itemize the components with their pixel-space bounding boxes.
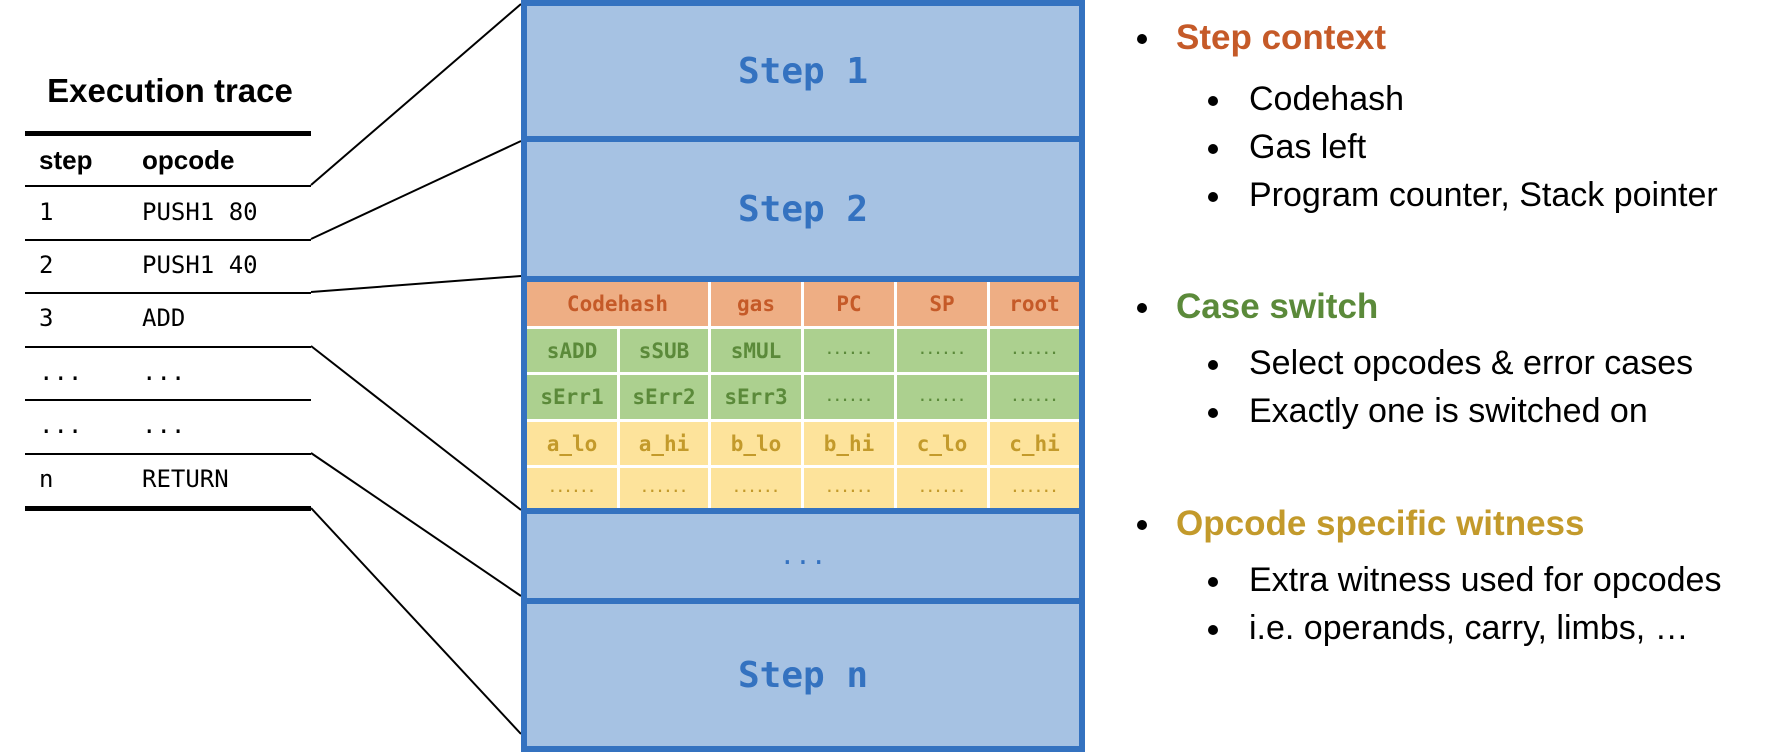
- step-1-box: Step 1: [521, 0, 1085, 142]
- witness-ellipsis: ......: [620, 468, 708, 508]
- switch-row-1: sADD sSUB sMUL ...... ...... ......: [527, 329, 1079, 373]
- table-row-rule: [25, 453, 311, 455]
- witness-a-lo: a_lo: [527, 422, 617, 465]
- switch-serr2: sErr2: [620, 375, 708, 419]
- row-3-step: 3: [39, 304, 54, 332]
- witness-row-2: ...... ...... ...... ...... ...... .....…: [527, 468, 1079, 508]
- connector-step1-top: [310, 3, 522, 186]
- switch-serr3: sErr3: [711, 375, 801, 419]
- witness-ellipsis: ......: [527, 468, 617, 508]
- bullet-dot: [1208, 408, 1218, 418]
- row-1-opcode: PUSH1 80: [142, 198, 258, 226]
- connector-step1-bottom: [310, 140, 522, 240]
- step-2-box: Step 2: [521, 136, 1085, 282]
- switch-row-2: sErr1 sErr2 sErr3 ...... ...... ......: [527, 375, 1079, 419]
- bullet-dot: [1137, 34, 1147, 44]
- connector-step3-top: [310, 275, 522, 293]
- context-row: Codehash gas PC SP root: [527, 282, 1079, 326]
- table-bottom-rule: [25, 506, 311, 511]
- row-2-step: 2: [39, 251, 54, 279]
- bullet-dot: [1208, 625, 1218, 635]
- witness-row-1: a_lo a_hi b_lo b_hi c_lo c_hi: [527, 422, 1079, 466]
- header-step: step: [39, 145, 93, 175]
- row-3-opcode: ADD: [142, 304, 186, 332]
- row-4-opcode: ...: [142, 358, 186, 386]
- bullet-dot: [1137, 303, 1147, 313]
- bullet-dot: [1208, 192, 1218, 202]
- witness-ellipsis: ......: [990, 468, 1079, 508]
- switch-ellipsis: ......: [990, 375, 1079, 419]
- context-root: root: [990, 282, 1079, 326]
- row-1-step: 1: [39, 198, 54, 226]
- witness-ellipsis: ......: [897, 468, 987, 508]
- context-gas: gas: [711, 282, 801, 326]
- context-pc: PC: [804, 282, 894, 326]
- witness-item: i.e. operands, carry, limbs, …: [1249, 609, 1689, 647]
- table-header-rule: [25, 185, 311, 187]
- case-switch-item: Exactly one is switched on: [1249, 392, 1648, 430]
- row-n-opcode: RETURN: [142, 465, 229, 493]
- connector-stepn-bottom: [310, 507, 522, 735]
- case-switch-item: Select opcodes & error cases: [1249, 344, 1694, 382]
- witness-a-hi: a_hi: [620, 422, 708, 465]
- context-sp: SP: [897, 282, 987, 326]
- switch-ellipsis: ......: [804, 375, 894, 419]
- witness-ellipsis: ......: [804, 468, 894, 508]
- witness-b-hi: b_hi: [804, 422, 894, 465]
- witness-ellipsis: ......: [711, 468, 801, 508]
- switch-ellipsis: ......: [804, 329, 894, 372]
- switch-sadd: sADD: [527, 329, 617, 372]
- table-row-rule: [25, 239, 311, 241]
- row-2-opcode: PUSH1 40: [142, 251, 258, 279]
- step-context-item: Gas left: [1249, 128, 1367, 166]
- bullet-dot: [1137, 520, 1147, 530]
- switch-ssub: sSUB: [620, 329, 708, 372]
- switch-ellipsis: ......: [897, 329, 987, 372]
- witness-c-hi: c_hi: [990, 422, 1079, 465]
- step-context-heading: Step context: [1176, 18, 1387, 57]
- table-row-rule: [25, 292, 311, 294]
- witness-heading: Opcode specific witness: [1176, 504, 1585, 543]
- switch-serr1: sErr1: [527, 375, 617, 419]
- case-switch-heading: Case switch: [1176, 287, 1379, 326]
- switch-ellipsis: ......: [897, 375, 987, 419]
- step-context-item: Codehash: [1249, 80, 1405, 118]
- step-detail-grid: Codehash gas PC SP root sADD sSUB sMUL .…: [521, 276, 1085, 514]
- connector-dots-bottom: [310, 452, 522, 597]
- table-top-rule: [25, 131, 311, 136]
- bullet-dot: [1208, 577, 1218, 587]
- witness-item: Extra witness used for opcodes: [1249, 561, 1722, 599]
- table-row-rule: [25, 399, 311, 401]
- witness-c-lo: c_lo: [897, 422, 987, 465]
- bullet-dot: [1208, 144, 1218, 154]
- switch-ellipsis: ......: [990, 329, 1079, 372]
- trace-title: Execution trace: [47, 72, 293, 109]
- table-row-rule: [25, 346, 311, 348]
- row-4-step: ...: [39, 358, 83, 386]
- context-codehash: Codehash: [527, 282, 708, 326]
- row-n-step: n: [39, 465, 54, 493]
- step-n-box: Step n: [521, 598, 1085, 752]
- bullet-dot: [1208, 360, 1218, 370]
- row-5-step: ...: [39, 411, 83, 439]
- witness-b-lo: b_lo: [711, 422, 801, 465]
- bullet-dot: [1208, 96, 1218, 106]
- step-context-item: Program counter, Stack pointer: [1249, 176, 1718, 214]
- header-opcode: opcode: [142, 145, 235, 175]
- step-ellipsis-box: ...: [521, 508, 1085, 604]
- row-5-opcode: ...: [142, 411, 186, 439]
- connector-step3-bottom: [310, 345, 522, 511]
- switch-smul: sMUL: [711, 329, 801, 372]
